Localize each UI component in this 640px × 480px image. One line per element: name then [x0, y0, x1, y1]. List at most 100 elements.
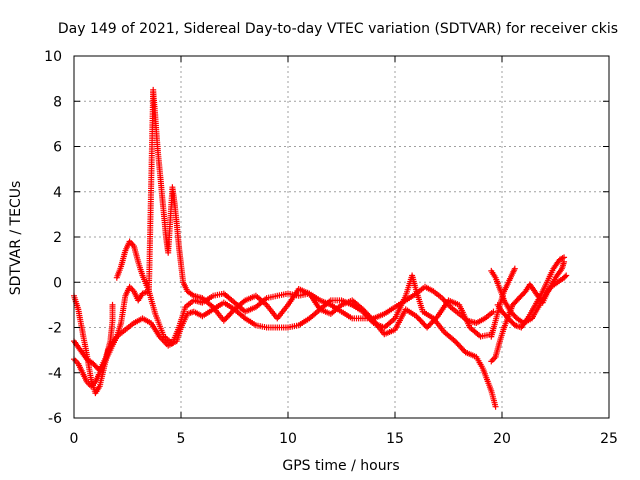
- data-point-markers: [537, 281, 549, 299]
- data-point-markers: [130, 316, 144, 326]
- data-point-markers: [160, 211, 169, 238]
- data-point-markers: [552, 267, 564, 281]
- data-point-markers: [462, 349, 478, 360]
- data-point-markers: [441, 329, 457, 343]
- data-point-markers: [381, 316, 397, 331]
- data-point-markers: [501, 281, 511, 295]
- data-point-markers: [77, 347, 89, 361]
- data-point-markers: [274, 303, 290, 322]
- data-point-markers: [424, 314, 440, 331]
- data-point-markers: [548, 280, 559, 290]
- data-point-markers: [231, 298, 247, 313]
- data-point-markers: [242, 304, 258, 315]
- data-point-markers: [451, 338, 468, 354]
- data-point-markers: [148, 320, 162, 338]
- y-tick-label: 2: [53, 230, 62, 246]
- data-point-markers: [413, 285, 427, 297]
- data-point-markers: [381, 305, 397, 317]
- y-tick-label: 6: [53, 140, 62, 156]
- data-point-markers: [180, 279, 190, 293]
- x-tick-label: 5: [177, 431, 186, 447]
- x-axis-label: GPS time / hours: [282, 458, 399, 474]
- data-point-marker: [109, 301, 116, 308]
- data-point-markers: [96, 355, 109, 374]
- data-point-markers: [447, 304, 461, 316]
- y-tick-label: 4: [53, 185, 62, 201]
- data-point-markers: [285, 287, 301, 308]
- y-tick-label: 0: [53, 275, 62, 291]
- data-point-markers: [122, 321, 136, 333]
- data-point-markers: [359, 306, 376, 323]
- data-point-markers: [126, 238, 136, 248]
- data-point-markers: [488, 267, 498, 279]
- x-tick-label: 15: [386, 431, 404, 447]
- data-point-markers: [392, 308, 408, 333]
- data-point-markers: [199, 295, 215, 309]
- series-track-4: [113, 86, 495, 340]
- series-track-8: [488, 265, 518, 340]
- data-point-markers: [173, 220, 182, 247]
- y-tick-label: -2: [48, 321, 62, 337]
- data-point-markers: [145, 89, 157, 295]
- data-point-markers: [488, 355, 498, 365]
- data-point-markers: [175, 306, 188, 331]
- x-tick-label: 20: [493, 431, 511, 447]
- data-point-markers: [317, 297, 332, 308]
- data-point-markers: [83, 378, 93, 388]
- data-point-markers: [516, 289, 528, 302]
- data-point-markers: [349, 297, 365, 312]
- data-point-markers: [171, 200, 180, 225]
- data-point-markers: [381, 327, 397, 338]
- data-point-markers: [152, 114, 161, 148]
- data-point-markers: [402, 306, 418, 319]
- data-point-markers: [402, 291, 418, 304]
- data-point-markers: [182, 298, 196, 311]
- data-point-markers: [422, 283, 435, 294]
- data-point-markers: [79, 329, 90, 356]
- data-point-marker: [492, 403, 499, 410]
- data-point-markers: [531, 294, 543, 311]
- data-point-markers: [529, 306, 541, 322]
- data-point-markers: [156, 333, 170, 348]
- data-point-markers: [79, 369, 89, 383]
- data-point-markers: [118, 294, 128, 326]
- data-point-markers: [561, 273, 569, 281]
- data-point-markers: [317, 306, 332, 317]
- data-point-markers: [126, 283, 136, 293]
- y-tick-label: -4: [48, 366, 62, 382]
- data-series: [71, 86, 570, 410]
- data-point-markers: [199, 307, 215, 320]
- data-point-markers: [169, 326, 182, 347]
- data-point-markers: [419, 308, 435, 321]
- data-point-marker: [490, 308, 497, 315]
- y-tick-label: -6: [48, 411, 62, 427]
- y-tick-label: 10: [44, 49, 62, 65]
- data-point-markers: [456, 301, 472, 329]
- data-point-markers: [92, 385, 102, 397]
- data-point-markers: [75, 360, 85, 374]
- data-point-markers: [252, 292, 269, 307]
- x-tick-label: 25: [600, 431, 618, 447]
- data-point-markers: [156, 166, 165, 193]
- data-point-markers: [83, 356, 95, 366]
- x-tick-label: 10: [279, 431, 297, 447]
- data-point-markers: [295, 286, 311, 296]
- data-point-markers: [434, 299, 451, 320]
- axis-ticks: 0 5 10 15 20 25 -6 -4 -2 0 2 4 6 8 10: [44, 49, 618, 447]
- data-point-markers: [220, 307, 237, 324]
- data-point-markers: [184, 288, 196, 298]
- chart-title: Day 149 of 2021, Sidereal Day-to-day VTE…: [58, 21, 618, 37]
- data-point-markers: [492, 274, 503, 291]
- data-point-markers: [92, 371, 102, 385]
- data-point-markers: [139, 315, 153, 326]
- data-point-markers: [505, 272, 515, 286]
- data-point-markers: [220, 290, 236, 305]
- data-point-markers: [505, 315, 517, 327]
- data-point-markers: [466, 324, 483, 339]
- data-point-markers: [554, 275, 566, 286]
- data-point-markers: [509, 267, 518, 277]
- data-point-markers: [165, 186, 176, 256]
- data-point-marker: [511, 265, 518, 272]
